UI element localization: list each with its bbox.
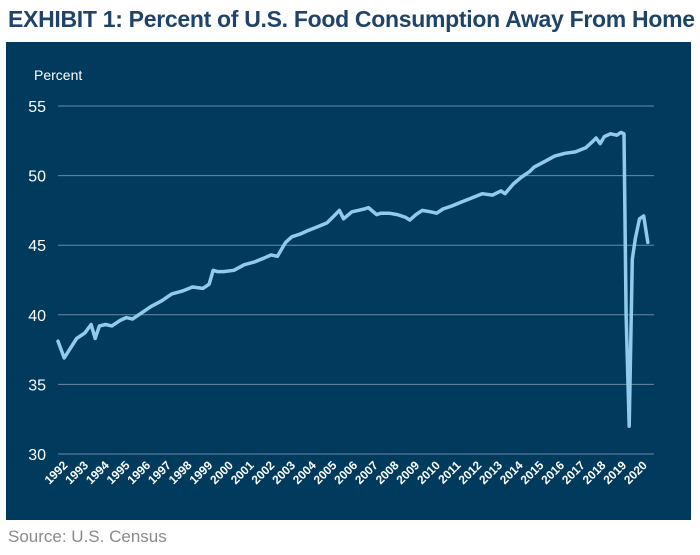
y-tick-label-30: 30	[28, 447, 46, 464]
series-line-0	[56, 130, 650, 428]
x-tick-label-2020: 2020	[621, 458, 650, 487]
y-tick-label-35: 35	[28, 377, 46, 394]
chart-title: EXHIBIT 1: Percent of U.S. Food Consumpt…	[8, 6, 695, 32]
y-axis-label: Percent	[34, 67, 82, 83]
y-tick-label-50: 50	[28, 169, 46, 186]
y-tick-label-55: 55	[28, 99, 46, 116]
y-tick-label-40: 40	[28, 308, 46, 325]
y-tick-label-45: 45	[28, 238, 46, 255]
source-note: Source: U.S. Census	[8, 527, 167, 546]
chart-panel: 30 35 40 45 50 55 Percent 1992 1993 1994 1995 1996 1…	[6, 42, 691, 520]
line-chart: 303540455055Percent199219931994199519961…	[28, 67, 654, 487]
